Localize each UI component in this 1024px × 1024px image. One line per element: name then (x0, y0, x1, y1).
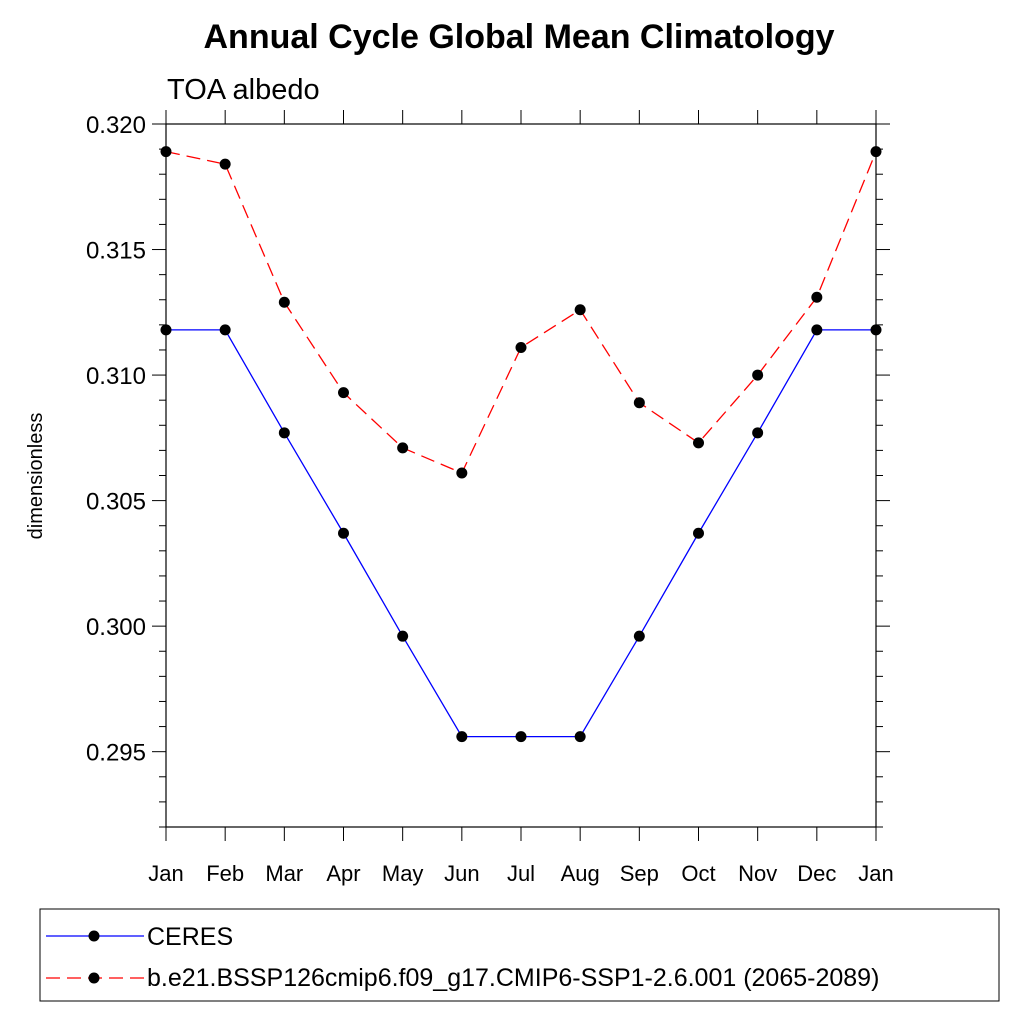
data-point (160, 324, 172, 336)
legend-item-ceres: CERES (46, 923, 233, 951)
series-layer (160, 146, 882, 743)
chart-title: Annual Cycle Global Mean Climatology (204, 18, 835, 56)
legend-label: b.e21.BSSP126cmip6.f09_g17.CMIP6-SSP1-2.… (147, 964, 879, 992)
y-tick-label: 0.295 (86, 740, 146, 767)
x-tick-label: Jul (507, 861, 535, 886)
x-tick-label: Feb (206, 861, 244, 886)
data-point (633, 630, 645, 642)
data-point (456, 467, 468, 479)
series-line-1 (165, 150, 877, 474)
data-point (219, 324, 231, 336)
x-tick-label: Apr (326, 861, 360, 886)
data-point (397, 442, 409, 454)
x-axis-ticks: Jan Feb Mar Apr May Jun Jul Aug Sep Oct Nov Dec Jan (148, 110, 894, 886)
legend-swatch-marker (88, 930, 100, 942)
data-point (811, 291, 823, 303)
y-tick-label: 0.310 (86, 363, 146, 390)
x-tick-label: Jan (858, 861, 893, 886)
series-line-0 (166, 329, 876, 738)
x-tick-label: Mar (265, 861, 303, 886)
data-point (693, 437, 704, 449)
plot-frame (165, 123, 877, 828)
data-point (574, 731, 586, 743)
data-point (811, 324, 823, 336)
legend-item-model: b.e21.BSSP126cmip6.f09_g17.CMIP6-SSP1-2.… (46, 964, 879, 992)
data-point (752, 369, 764, 381)
x-tick-label: Jan (148, 861, 183, 886)
data-point (338, 387, 349, 399)
x-tick-label: Oct (681, 861, 715, 886)
x-tick-label: Nov (738, 861, 777, 886)
data-point (870, 324, 882, 336)
y-tick-label: 0.315 (86, 238, 146, 265)
x-tick-label: Aug (561, 861, 600, 886)
y-axis-label: dimensionless (25, 413, 47, 540)
y-axis-ticks: 0.320 0.315 0.310 0.305 0.300 0.295 (86, 112, 890, 828)
x-tick-label: Dec (797, 861, 836, 886)
data-point (219, 158, 231, 170)
legend-swatch-marker (88, 972, 100, 984)
data-point (338, 527, 349, 539)
chart-subtitle: TOA albedo (167, 74, 320, 106)
data-point (278, 296, 290, 308)
data-point (574, 304, 586, 316)
data-point (515, 731, 527, 743)
data-point (456, 731, 468, 743)
data-point (397, 630, 409, 642)
legend-box (39, 908, 1000, 1002)
y-tick-label: 0.305 (86, 489, 146, 516)
data-point (515, 341, 527, 353)
x-tick-label: Sep (620, 861, 659, 886)
y-tick-label: 0.320 (86, 112, 146, 139)
data-point (278, 427, 290, 439)
x-tick-label: May (382, 861, 424, 886)
data-point (870, 146, 882, 158)
y-tick-label: 0.300 (86, 614, 146, 641)
data-point (633, 397, 645, 409)
data-point (693, 527, 704, 539)
legend-label: CERES (147, 923, 233, 951)
x-tick-label: Jun (444, 861, 479, 886)
data-point (160, 146, 172, 158)
data-point (752, 427, 764, 439)
